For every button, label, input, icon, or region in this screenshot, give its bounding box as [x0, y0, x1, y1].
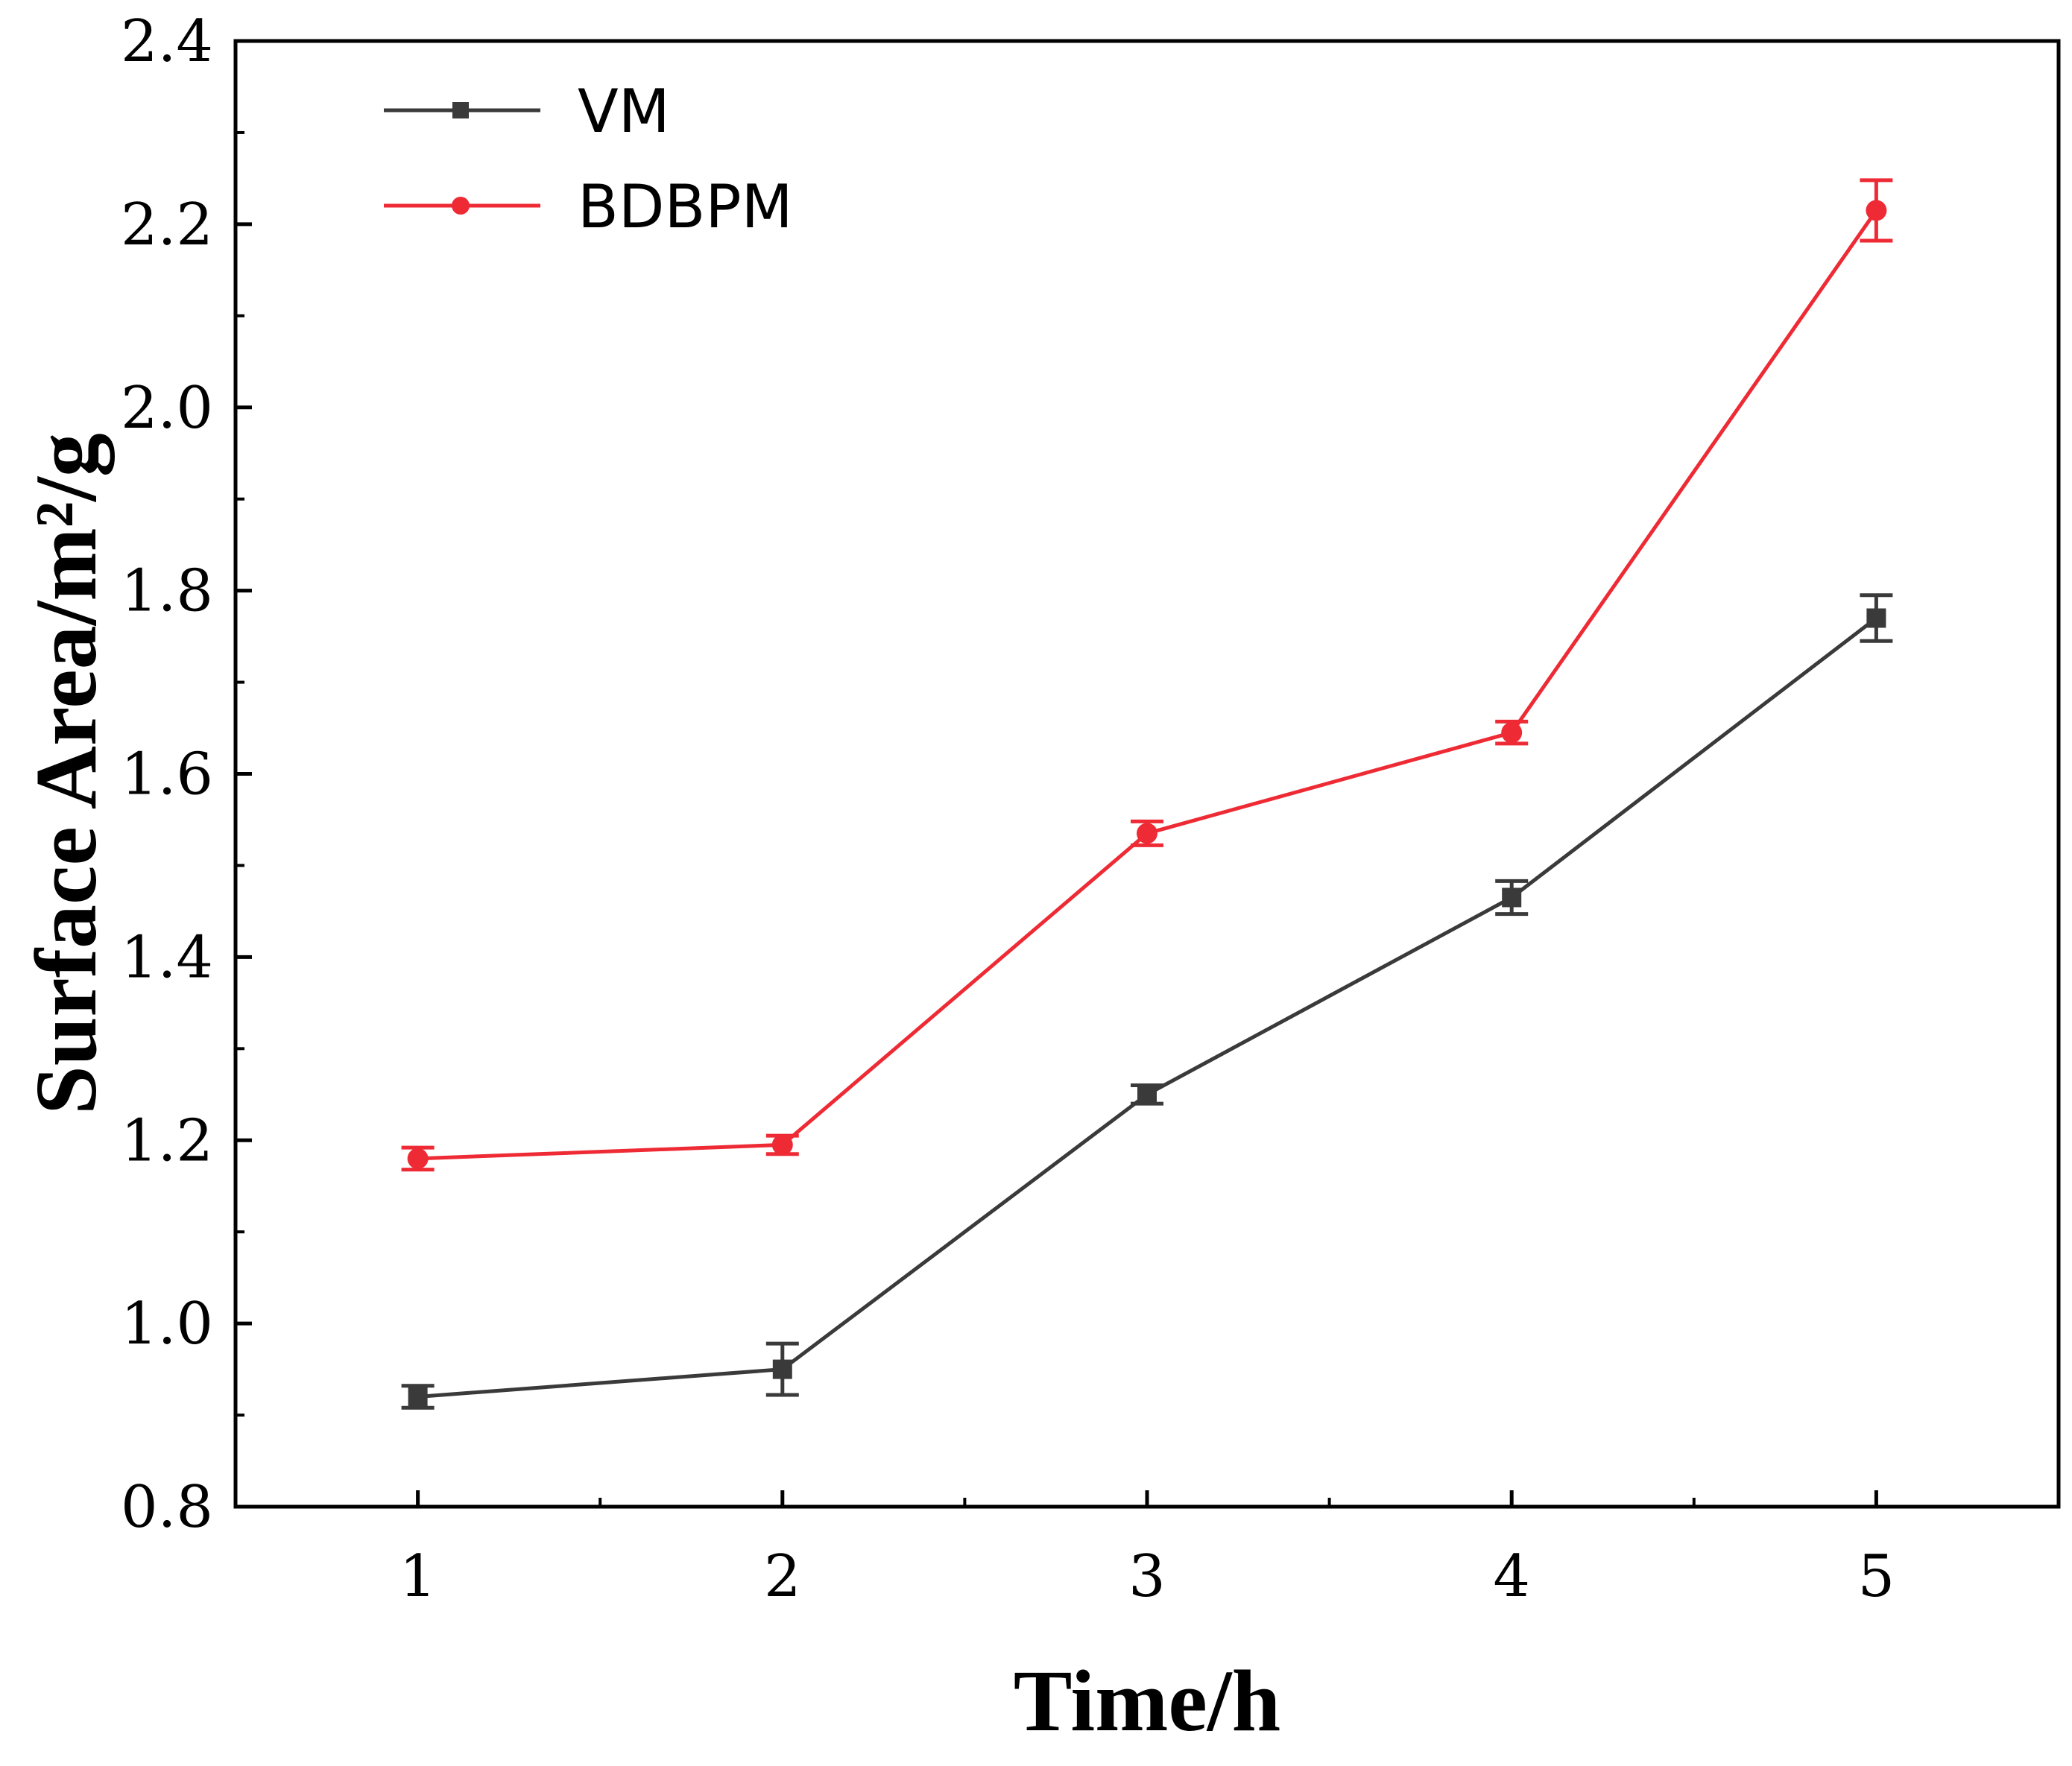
data-point: [1137, 1084, 1157, 1104]
y-tick-label: 2.2: [121, 192, 213, 259]
data-point: [407, 1148, 429, 1169]
data-point: [1137, 823, 1157, 844]
data-point: [1866, 608, 1886, 628]
data-point: [1866, 200, 1887, 221]
y-tick-label: 1.6: [121, 741, 213, 808]
legend-item-vm: VM: [384, 77, 670, 146]
x-tick-label: 3: [1128, 1543, 1166, 1610]
series-vm: [401, 593, 1893, 1410]
data-point: [772, 1359, 792, 1379]
y-axis-ticks: 0.8 1.0 1.2 1.4 1.6 1.8 2.0 2.2 2.4: [121, 8, 252, 1541]
legend-item-bdbpm: BDBPM: [384, 172, 793, 241]
legend-marker: [452, 102, 469, 118]
y-tick-label: 2.4: [121, 8, 213, 75]
y-tick-label: 1.0: [121, 1291, 213, 1358]
data-point: [771, 1134, 793, 1156]
x-tick-label: 4: [1493, 1543, 1530, 1610]
y-tick-label: 1.8: [121, 558, 213, 625]
x-tick-label: 1: [399, 1543, 437, 1610]
legend: VM BDBPM: [384, 77, 793, 241]
plot-area-frame: [233, 39, 2061, 1509]
legend-marker: [452, 197, 470, 215]
series-layer: [401, 178, 1893, 1410]
legend-label: BDBPM: [578, 172, 793, 241]
data-point: [408, 1387, 428, 1407]
x-tick-label: 5: [1858, 1543, 1895, 1610]
x-axis-title: Time/h: [1014, 1652, 1280, 1750]
data-point: [1502, 887, 1522, 908]
legend-label: VM: [578, 77, 670, 146]
data-point: [1501, 722, 1523, 744]
x-axis-ticks: 1 2 3 4 5: [399, 1490, 1895, 1610]
series-line: [417, 209, 1878, 1161]
y-tick-label: 0.8: [121, 1474, 213, 1541]
y-tick-label: 1.2: [121, 1107, 213, 1174]
x-tick-label: 2: [764, 1543, 801, 1610]
y-axis-title: Surface Area/m²/g: [17, 433, 115, 1115]
series-bdbpm: [401, 178, 1893, 1172]
series-line: [417, 616, 1877, 1399]
y-tick-label: 2.0: [121, 375, 213, 442]
y-tick-label: 1.4: [121, 924, 213, 991]
